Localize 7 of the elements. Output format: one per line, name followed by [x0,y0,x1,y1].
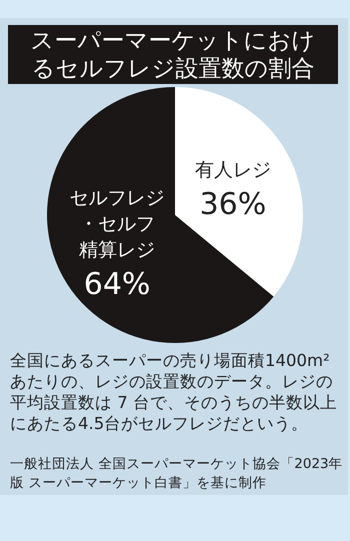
text: 一般社団法人 全国スーパーマーケット協会「2023年版 スーパーマーケット白書」を基に制作 [10,455,344,493]
data-label: 64% [84,267,150,302]
slice-label: 有人レジ [194,158,271,181]
text: 全国にあるスーパーの売り場面積1400m²あたりの、レジの設置数のデータ。レジの平均設置数は 7 台で、そのうちの半数以上にあたる4.5台がセルフレジだという。 [10,350,338,434]
data-label: 36% [200,186,266,222]
slice-label: セルフレジ・セルフ精算レジ [70,187,165,262]
chart-title: スーパーマーケットにおけるセルフレジ設置数の割合 [29,26,316,82]
